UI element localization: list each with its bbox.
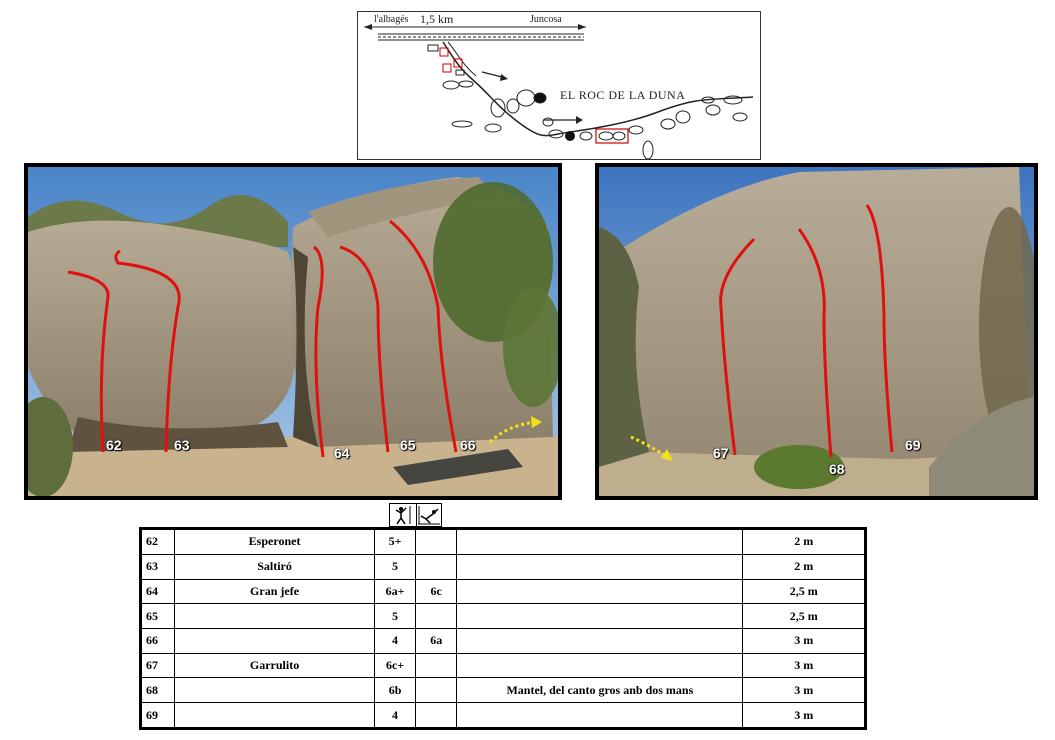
route-number: 69 <box>139 702 176 729</box>
route-number: 66 <box>139 627 176 654</box>
route-number: 62 <box>139 528 176 555</box>
table-row: 69 4 3 m <box>139 702 866 729</box>
route-name <box>174 627 375 654</box>
route-description <box>456 652 744 679</box>
route-name: Esperonet <box>174 528 375 555</box>
sitting-start-icon <box>416 504 442 526</box>
route-description <box>456 528 744 555</box>
route-height: 2,5 m <box>742 578 866 605</box>
route-description <box>456 603 744 629</box>
route-grade: 4 <box>373 702 417 729</box>
route-description <box>456 578 744 605</box>
route-description <box>456 627 744 654</box>
route-height: 2 m <box>742 553 866 580</box>
boulder-photo-right: 67 68 69 <box>595 163 1038 500</box>
route-name: Gran jefe <box>174 578 375 605</box>
route-table: 62 Esperonet 5+ 2 m 63 Saltiró 5 2 m 64 … <box>139 527 867 730</box>
route-sit-grade <box>415 553 458 580</box>
route-name <box>174 677 375 704</box>
route-grade: 5+ <box>373 528 417 555</box>
route-name <box>174 603 375 629</box>
route-sit-grade: 6c <box>415 578 458 605</box>
table-row: 62 Esperonet 5+ 2 m <box>139 528 866 555</box>
route-label-64: 64 <box>334 445 350 461</box>
map-destination-label: Juncosa <box>530 14 562 25</box>
table-row: 63 Saltiró 5 2 m <box>139 553 866 580</box>
route-label-62: 62 <box>106 437 122 453</box>
map-origin-label: l'albagés <box>374 14 409 25</box>
route-grade: 4 <box>373 627 417 654</box>
route-sit-grade <box>415 603 458 629</box>
boulder-photo-right-drawing <box>599 167 1034 496</box>
boulder-photo-left: 62 63 64 65 66 <box>24 163 562 500</box>
route-height: 2 m <box>742 528 866 555</box>
route-sit-grade <box>415 652 458 679</box>
map-sector-title: EL ROC DE LA DUNA <box>560 88 686 102</box>
start-type-legend <box>389 503 442 527</box>
route-grade: 6a+ <box>373 578 417 605</box>
route-description: Mantel, del canto gros anb dos mans <box>456 677 744 704</box>
route-label-65: 65 <box>400 437 416 453</box>
route-grade: 6c+ <box>373 652 417 679</box>
table-row: 66 4 6a 3 m <box>139 627 866 654</box>
route-name <box>174 702 375 729</box>
route-sit-grade <box>415 677 458 704</box>
table-row: 64 Gran jefe 6a+ 6c 2,5 m <box>139 578 866 605</box>
route-grade: 5 <box>373 553 417 580</box>
route-sit-grade: 6a <box>415 627 458 654</box>
route-label-66: 66 <box>460 437 476 453</box>
route-label-69: 69 <box>905 437 921 453</box>
route-label-67: 67 <box>713 445 729 461</box>
route-number: 64 <box>139 578 176 605</box>
table-row: 67 Garrulito 6c+ 3 m <box>139 652 866 679</box>
route-name: Garrulito <box>174 652 375 679</box>
route-number: 67 <box>139 652 176 679</box>
table-row: 68 6b Mantel, del canto gros anb dos man… <box>139 677 866 704</box>
route-name: Saltiró <box>174 553 375 580</box>
route-label-63: 63 <box>174 437 190 453</box>
route-height: 3 m <box>742 627 866 654</box>
route-description <box>456 702 744 729</box>
boulder-photo-left-drawing <box>28 167 558 496</box>
route-number: 63 <box>139 553 176 580</box>
map-drawing <box>364 24 754 160</box>
route-description <box>456 553 744 580</box>
map-distance-label: 1,5 km <box>420 12 454 26</box>
table-row: 65 5 2,5 m <box>139 603 866 629</box>
route-number: 65 <box>139 603 176 629</box>
route-grade: 6b <box>373 677 417 704</box>
route-height: 2,5 m <box>742 603 866 629</box>
route-sit-grade <box>415 702 458 729</box>
route-label-68: 68 <box>829 461 845 477</box>
route-sit-grade <box>415 528 458 555</box>
route-grade: 5 <box>373 603 417 629</box>
route-height: 3 m <box>742 677 866 704</box>
standing-climber-icon <box>390 504 417 526</box>
route-number: 68 <box>139 677 176 704</box>
area-map: l'albagés 1,5 km Juncosa EL ROC DE LA DU… <box>357 11 761 160</box>
route-height: 3 m <box>742 652 866 679</box>
route-height: 3 m <box>742 702 866 729</box>
